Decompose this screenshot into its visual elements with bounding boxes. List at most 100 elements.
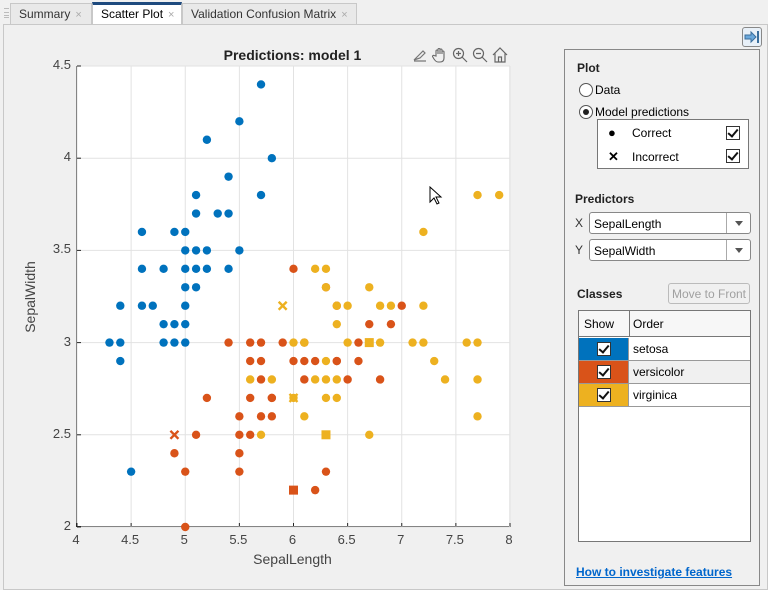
data-point[interactable] — [289, 264, 298, 274]
data-point[interactable] — [267, 375, 277, 384]
data-point[interactable] — [343, 338, 352, 347]
data-point[interactable] — [191, 246, 201, 255]
data-point[interactable] — [105, 338, 114, 347]
data-point[interactable] — [170, 319, 179, 329]
data-point[interactable] — [256, 356, 266, 366]
x-predictor-dropdown[interactable]: SepalLength — [589, 212, 751, 234]
show-class-checkbox[interactable] — [597, 365, 611, 379]
zoom-out-icon[interactable] — [471, 46, 489, 64]
data-point[interactable] — [278, 338, 287, 347]
data-point[interactable] — [310, 375, 320, 384]
data-point[interactable] — [430, 356, 439, 366]
zoom-in-icon[interactable] — [451, 46, 469, 64]
data-point[interactable] — [419, 227, 428, 237]
data-point[interactable] — [332, 375, 341, 384]
data-point[interactable] — [256, 190, 266, 200]
data-point[interactable] — [289, 356, 298, 366]
data-point[interactable] — [181, 319, 190, 329]
data-point[interactable] — [159, 264, 168, 274]
data-point[interactable] — [310, 485, 320, 495]
incorrect-checkbox[interactable] — [726, 149, 740, 163]
data-point[interactable] — [191, 264, 201, 274]
data-point[interactable] — [126, 467, 136, 476]
data-point[interactable] — [375, 375, 385, 384]
data-point[interactable] — [235, 246, 244, 255]
data-point[interactable] — [181, 227, 190, 237]
radio-model-predictions-button[interactable] — [579, 105, 593, 119]
data-point[interactable] — [246, 430, 255, 439]
data-point[interactable] — [137, 227, 147, 237]
class-row-versicolor[interactable]: versicolor — [579, 361, 750, 384]
data-point[interactable] — [191, 190, 201, 200]
scatter-axes[interactable] — [76, 65, 511, 532]
help-link[interactable]: How to investigate features — [576, 565, 733, 579]
y-predictor-dropdown[interactable]: SepalWidth — [589, 239, 751, 261]
tab-grip-icon[interactable] — [4, 8, 9, 18]
data-point[interactable] — [202, 264, 212, 274]
data-point[interactable] — [181, 264, 190, 274]
data-point[interactable] — [170, 449, 179, 458]
data-point[interactable] — [332, 356, 341, 366]
data-point[interactable] — [137, 264, 147, 274]
data-point[interactable] — [116, 301, 125, 310]
data-point[interactable] — [148, 301, 157, 310]
data-point[interactable] — [213, 209, 222, 218]
data-point[interactable] — [494, 190, 504, 200]
show-class-checkbox[interactable] — [597, 342, 611, 356]
data-point[interactable] — [235, 412, 244, 421]
data-point[interactable] — [224, 209, 233, 218]
data-point[interactable] — [386, 319, 396, 329]
chevron-down-icon[interactable] — [726, 240, 750, 260]
radio-data[interactable]: Data — [579, 82, 620, 98]
data-point[interactable] — [202, 246, 212, 255]
data-point[interactable] — [224, 172, 233, 181]
tab-validation-confusion-matrix[interactable]: Validation Confusion Matrix × — [182, 3, 357, 25]
data-point[interactable] — [408, 338, 417, 347]
tab-summary[interactable]: Summary × — [10, 3, 92, 25]
data-point[interactable] — [332, 319, 341, 329]
data-point[interactable] — [310, 356, 320, 366]
data-point[interactable] — [246, 375, 255, 384]
data-point[interactable] — [343, 375, 352, 384]
data-point[interactable] — [224, 338, 233, 347]
data-point[interactable] — [169, 429, 180, 440]
data-point[interactable] — [354, 356, 363, 366]
close-icon[interactable]: × — [168, 9, 175, 21]
data-point[interactable] — [321, 375, 331, 384]
data-point[interactable] — [419, 338, 428, 347]
data-point[interactable] — [181, 283, 190, 292]
data-point[interactable] — [289, 338, 298, 347]
data-point[interactable] — [321, 264, 331, 274]
data-point[interactable] — [256, 80, 266, 89]
class-row-setosa[interactable]: setosa — [579, 338, 750, 361]
data-point[interactable] — [321, 467, 331, 476]
data-point[interactable] — [354, 338, 363, 347]
data-point[interactable] — [267, 393, 277, 403]
data-point[interactable] — [267, 412, 277, 421]
radio-model-predictions[interactable]: Model predictions — [579, 104, 689, 120]
chevron-down-icon[interactable] — [726, 213, 750, 233]
brush-icon[interactable] — [411, 46, 429, 64]
data-point[interactable] — [365, 430, 374, 439]
move-to-front-button[interactable]: Move to Front — [668, 283, 750, 304]
data-point[interactable] — [364, 338, 374, 348]
data-point[interactable] — [397, 301, 406, 310]
data-point[interactable] — [202, 135, 212, 144]
tab-scatter-plot[interactable]: Scatter Plot × — [92, 2, 182, 26]
data-point[interactable] — [277, 300, 288, 311]
data-point[interactable] — [300, 375, 309, 384]
data-point[interactable] — [170, 338, 179, 347]
data-point[interactable] — [235, 467, 244, 476]
data-point[interactable] — [116, 356, 125, 366]
data-point[interactable] — [235, 117, 244, 126]
data-point[interactable] — [116, 338, 125, 347]
data-point[interactable] — [246, 393, 255, 403]
data-point[interactable] — [375, 338, 385, 347]
data-point[interactable] — [419, 301, 428, 310]
data-point[interactable] — [321, 430, 331, 440]
data-point[interactable] — [235, 430, 244, 439]
data-point[interactable] — [473, 412, 482, 421]
data-point[interactable] — [181, 522, 190, 532]
correct-checkbox[interactable] — [726, 126, 740, 140]
data-point[interactable] — [288, 393, 299, 403]
